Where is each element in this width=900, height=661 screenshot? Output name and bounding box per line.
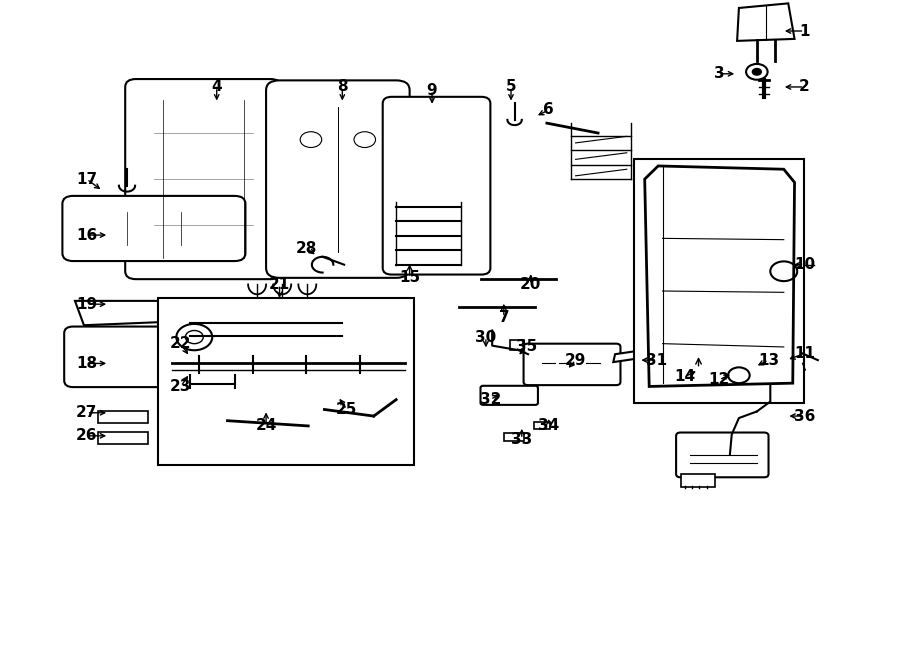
Text: 9: 9: [427, 83, 437, 98]
Text: 1: 1: [799, 24, 810, 38]
Text: 18: 18: [76, 356, 97, 371]
FancyBboxPatch shape: [98, 432, 148, 444]
FancyBboxPatch shape: [266, 81, 410, 278]
FancyBboxPatch shape: [676, 432, 769, 477]
Text: 14: 14: [674, 369, 696, 384]
Text: 8: 8: [337, 79, 347, 95]
FancyBboxPatch shape: [98, 410, 148, 422]
Polygon shape: [644, 166, 795, 387]
Text: 34: 34: [538, 418, 559, 434]
Text: 31: 31: [646, 352, 667, 368]
Bar: [158, 297, 414, 465]
Circle shape: [752, 69, 761, 75]
Text: 33: 33: [511, 432, 533, 447]
Polygon shape: [613, 349, 651, 362]
FancyBboxPatch shape: [62, 196, 246, 261]
FancyBboxPatch shape: [382, 97, 491, 274]
Bar: [634, 159, 805, 403]
FancyBboxPatch shape: [524, 344, 620, 385]
Text: 19: 19: [76, 297, 97, 312]
Text: 23: 23: [170, 379, 192, 394]
Text: 12: 12: [708, 372, 730, 387]
Text: 11: 11: [794, 346, 814, 361]
Text: 36: 36: [794, 408, 815, 424]
Text: 26: 26: [76, 428, 97, 444]
Text: 29: 29: [565, 352, 586, 368]
Text: 2: 2: [799, 79, 810, 95]
Text: 35: 35: [516, 340, 537, 354]
Text: 30: 30: [475, 330, 497, 344]
Text: 22: 22: [170, 336, 192, 351]
Text: 7: 7: [499, 310, 509, 325]
Text: 28: 28: [296, 241, 317, 256]
FancyBboxPatch shape: [64, 327, 253, 387]
Text: 20: 20: [520, 277, 542, 292]
Text: 25: 25: [336, 402, 357, 417]
Polygon shape: [737, 3, 795, 41]
FancyBboxPatch shape: [535, 422, 551, 429]
Text: 13: 13: [758, 352, 779, 368]
Text: 16: 16: [76, 227, 97, 243]
Text: 32: 32: [480, 392, 501, 407]
FancyBboxPatch shape: [125, 79, 282, 279]
Text: 4: 4: [212, 79, 222, 95]
FancyBboxPatch shape: [510, 340, 525, 350]
Text: 24: 24: [256, 418, 277, 434]
Text: 6: 6: [544, 102, 554, 118]
Text: 3: 3: [714, 66, 724, 81]
Text: 15: 15: [399, 270, 420, 286]
Text: 27: 27: [76, 405, 97, 420]
Text: 5: 5: [506, 79, 517, 95]
Text: 17: 17: [76, 172, 97, 186]
Polygon shape: [75, 301, 246, 325]
FancyBboxPatch shape: [680, 474, 715, 487]
FancyBboxPatch shape: [504, 432, 525, 441]
Text: 21: 21: [269, 277, 290, 292]
FancyBboxPatch shape: [481, 386, 538, 405]
Text: 10: 10: [794, 257, 815, 272]
